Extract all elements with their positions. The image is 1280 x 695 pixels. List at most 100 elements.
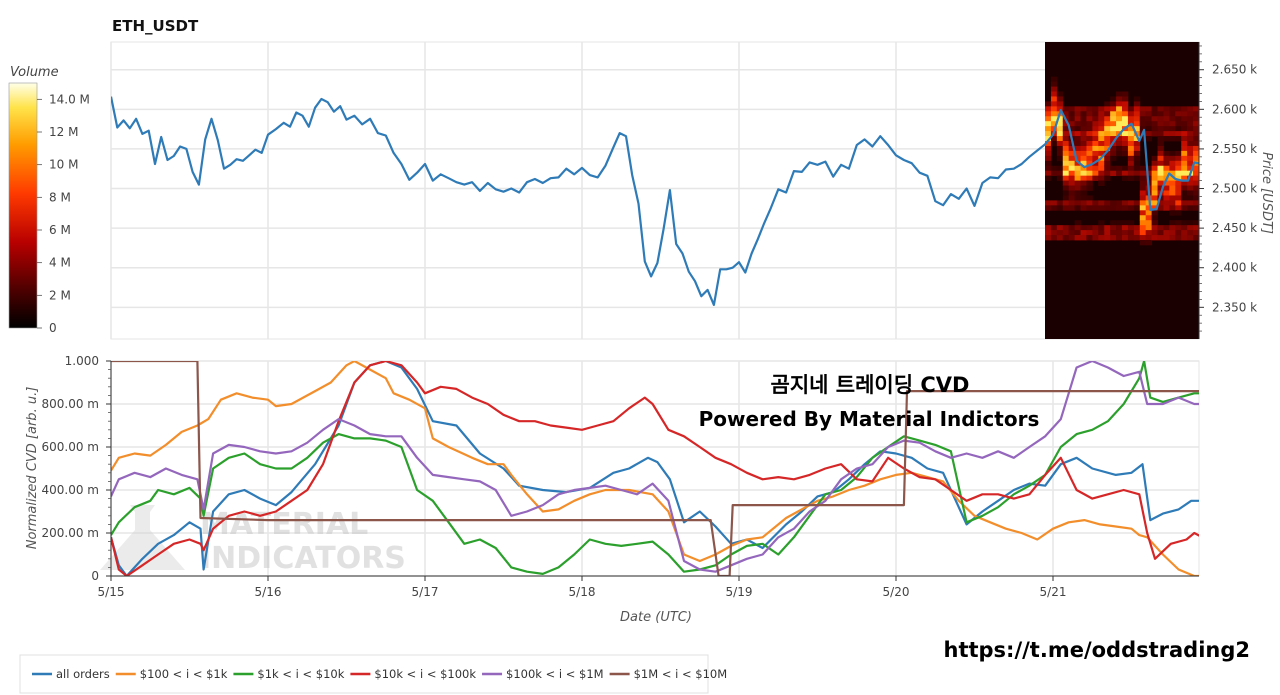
heatmap-cell [1092,175,1099,181]
heatmap-cell [1175,150,1182,157]
heatmap-cell [1175,190,1182,196]
heatmap-cell [1074,165,1081,172]
heatmap-cell [1062,141,1070,147]
heatmap-cell [1104,235,1111,241]
cvd-line--1m-i-10m [111,361,1199,576]
heatmap-cell [1127,160,1135,167]
heatmap-cell [1056,170,1064,177]
heatmap-cell [1169,150,1176,157]
heatmap-cell [1062,230,1070,236]
heatmap-cell [1163,131,1170,137]
heatmap-cell [1050,136,1058,142]
heatmap-cell [1062,126,1070,132]
heatmap-cell [1139,230,1147,236]
heatmap-cell [1181,126,1188,132]
heatmap-cell [1151,225,1158,231]
heatmap-cell [1074,121,1081,127]
heatmap-cell [1145,111,1153,117]
heatmap-cell [1151,170,1158,177]
heatmap-cell [1074,145,1081,152]
heatmap-cell [1175,126,1182,132]
heatmap-cell [1056,141,1064,147]
heatmap-cell [1163,126,1170,132]
heatmap-cell [1086,145,1093,152]
colorbar-title: Volume [10,65,59,80]
heatmap-cell [1068,185,1076,191]
heatmap-cell [1056,165,1064,172]
heatmap-cell [1122,200,1129,206]
heatmap-cell [1074,160,1081,167]
heatmap-cell [1127,136,1135,142]
heatmap-cell [1116,205,1123,211]
heatmap-cell [1110,96,1117,102]
heatmap-cell [1074,126,1081,132]
heatmap-cell [1116,121,1123,127]
heatmap-cell [1050,205,1058,211]
heatmap-cell [1098,205,1105,211]
heatmap-cell [1151,185,1158,191]
heatmap-cell [1080,106,1087,112]
heatmap-cell [1139,200,1147,206]
heatmap-cell [1086,160,1093,167]
watermark-text-top: MATERIAL [200,507,368,542]
heatmap-cell [1086,195,1093,201]
heatmap-cell [1145,116,1153,122]
heatmap-cell [1122,106,1129,112]
heatmap-cell [1139,225,1147,231]
heatmap-cell [1080,126,1087,132]
heatmap-cell [1068,160,1076,167]
heatmap-cell [1157,111,1164,117]
heatmap-cell [1045,175,1052,181]
heatmap-cell [1104,116,1111,122]
heatmap-cell [1181,195,1188,201]
heatmap-cell [1122,165,1129,172]
heatmap-cell [1074,175,1081,181]
heatmap-cell [1163,165,1170,172]
heatmap-cell [1193,175,1199,181]
heatmap-cell [1050,101,1058,107]
heatmap-cell [1181,205,1188,211]
heatmap-cell [1127,175,1135,181]
price-tick-label: 2.600 k [1212,102,1257,116]
heatmap-cell [1181,175,1188,181]
heatmap-cell [1157,145,1164,152]
heatmap-cell [1133,205,1141,211]
heatmap-cell [1127,230,1135,236]
cvd-tick-label: 600.00 m [42,440,100,454]
price-tick-label: 2.650 k [1212,63,1257,77]
heatmap-cell [1056,235,1064,241]
heatmap-cell [1104,141,1111,147]
date-tick-label: 5/19 [726,585,753,599]
heatmap-cell [1068,205,1076,211]
heatmap-cell [1098,145,1105,152]
heatmap-cell [1175,225,1182,231]
heatmap-cell [1074,185,1081,191]
heatmap-cell [1092,170,1099,177]
heatmap-cell [1086,111,1093,117]
heatmap-cell [1074,155,1081,162]
heatmap-cell [1169,126,1176,132]
colorbar-tick-label: 10 M [49,158,78,172]
heatmap-cell [1080,116,1087,122]
date-tick-label: 5/15 [98,585,125,599]
heatmap-cell [1157,160,1164,167]
telegram-link[interactable]: https://t.me/oddstrading2 [944,638,1251,662]
heatmap-cell [1062,106,1070,112]
heatmap-cell [1163,185,1170,191]
heatmap-cell [1193,121,1199,127]
heatmap-cell [1187,111,1194,117]
heatmap-cell [1062,150,1070,157]
heatmap-cell [1145,165,1153,172]
heatmap-cell [1056,126,1064,132]
heatmap-cell [1163,230,1170,236]
price-tick-label: 2.450 k [1212,221,1257,235]
heatmap-cell [1127,170,1135,177]
heatmap-cell [1068,116,1076,122]
heatmap-cell [1169,170,1176,177]
heatmap-cell [1133,165,1141,172]
heatmap-cell [1127,205,1135,211]
heatmap-cell [1163,106,1170,112]
date-tick-label: 5/20 [883,585,910,599]
cvd-panel: MATERIAL INDICATORS 0 200.00 m 400.00 m 600… [25,354,1200,625]
heatmap-cell [1151,131,1158,137]
